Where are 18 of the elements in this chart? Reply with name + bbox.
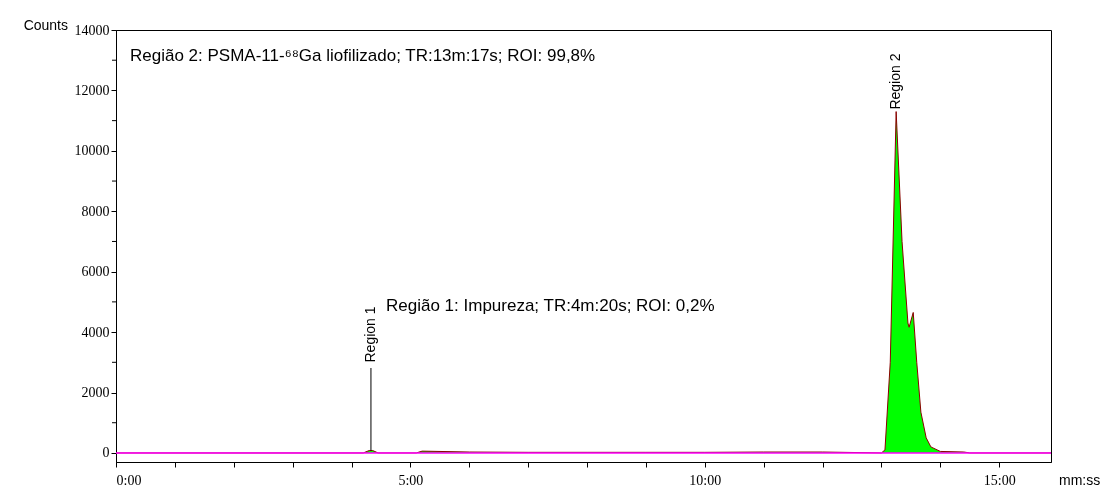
y-tick-label: 6000: [81, 264, 110, 280]
annotation: Region 1: [361, 306, 378, 363]
annotation: Região 1: Impureza; TR:4m:20s; ROI: 0,2%: [386, 296, 715, 315]
x-axis-title: mm:ss: [1059, 472, 1101, 488]
x-tick-label: 5:00: [398, 472, 424, 488]
y-tick-label: 12000: [74, 82, 110, 98]
y-tick-label: 10000: [74, 143, 110, 159]
y-tick-label: 2000: [81, 385, 110, 401]
y-tick-label: 0: [102, 445, 110, 461]
y-tick-label: 4000: [81, 324, 110, 340]
x-tick-label: 10:00: [689, 472, 722, 488]
y-tick-label: 14000: [74, 22, 110, 38]
annotation: Region 2: [887, 53, 904, 110]
x-tick-label: 15:00: [983, 472, 1016, 488]
y-tick-label: 8000: [81, 203, 110, 219]
annotation: Região 2: PSMA-11-⁶⁸Ga liofilizado; TR:13m:17s; ROI: 99,8%: [130, 46, 596, 65]
y-axis-title: Counts: [23, 17, 68, 33]
x-tick-label: 0:00: [116, 472, 142, 488]
